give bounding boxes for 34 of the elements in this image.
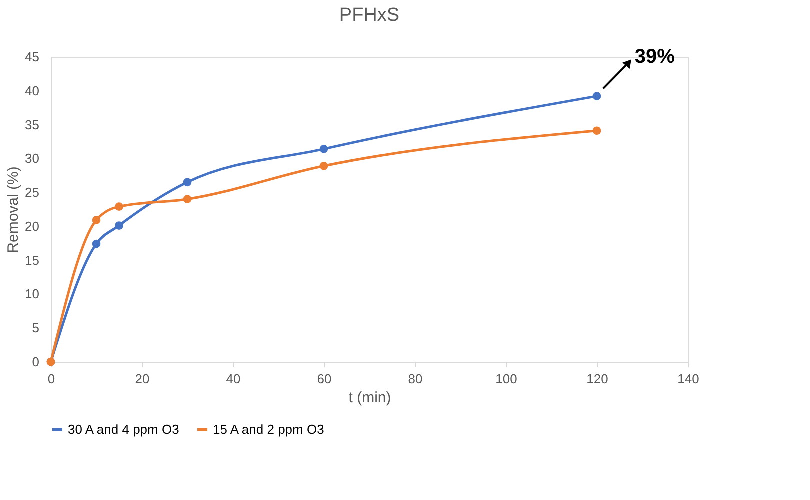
x-tick-label: 120 xyxy=(586,372,608,386)
point xyxy=(592,126,602,136)
point xyxy=(183,195,192,204)
y-tick-label: 45 xyxy=(25,50,40,64)
point xyxy=(320,162,328,170)
x-tick-label: 0 xyxy=(48,372,56,386)
chart-title: PFHxS xyxy=(339,4,400,26)
point xyxy=(320,145,328,154)
x-tick-label: 40 xyxy=(226,372,241,386)
y-tick-label: 35 xyxy=(25,117,40,132)
x-tick-label: 100 xyxy=(496,372,518,386)
x-axis-title: t (min) xyxy=(348,390,392,406)
y-tick-label: 5 xyxy=(32,320,40,336)
x-tick-label: 20 xyxy=(135,372,150,386)
point xyxy=(92,240,101,248)
y-tick-label: 10 xyxy=(25,286,40,302)
point xyxy=(92,216,101,225)
x-tick-label: 140 xyxy=(678,372,700,386)
point xyxy=(183,178,192,187)
y-tick-label: 0 xyxy=(32,354,40,370)
y-axis-title: Removal (%) xyxy=(5,166,22,254)
y-tick-label: 25 xyxy=(25,185,40,200)
y-tick-label: 15 xyxy=(25,252,40,268)
point xyxy=(115,202,124,211)
point xyxy=(592,92,602,100)
x-tick-label: 60 xyxy=(317,372,332,386)
y-tick-label: 30 xyxy=(25,151,40,166)
annotation: 39% xyxy=(634,46,676,68)
y-tick-label: 40 xyxy=(25,83,40,98)
y-tick-label: 20 xyxy=(25,218,40,234)
x-tick-label: 80 xyxy=(408,372,423,386)
legend-label: 15 A and 2 ppm O3 xyxy=(213,422,324,437)
point xyxy=(115,222,124,230)
legend-label: 30 A and 4 ppm O3 xyxy=(68,422,180,437)
